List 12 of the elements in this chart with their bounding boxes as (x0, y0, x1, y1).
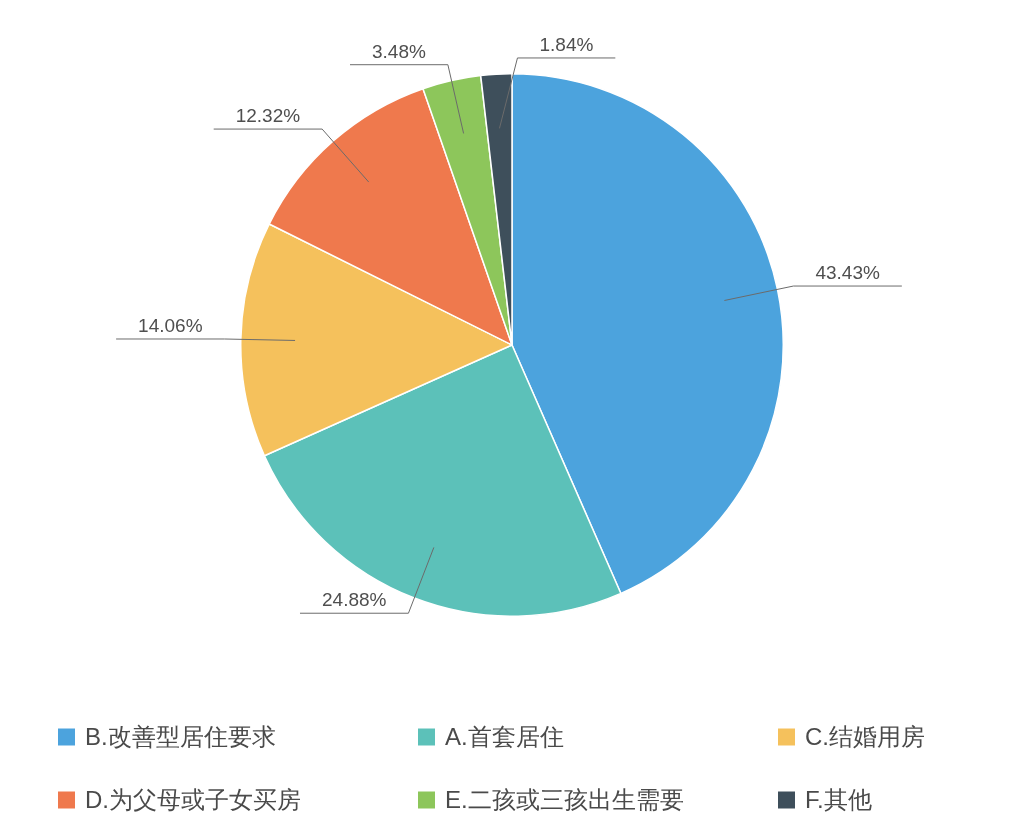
data-label: 12.32% (235, 105, 301, 127)
data-label: 3.48% (372, 40, 426, 62)
data-label: 14.06% (138, 314, 203, 336)
data-label: 24.88% (321, 589, 387, 611)
legend-label: A.首套居住 (445, 722, 564, 750)
data-label: 43.43% (815, 262, 880, 284)
legend-label: F.其他 (805, 785, 872, 813)
data-label: 1.84% (539, 33, 594, 55)
legend-label: E.二孩或三孩出生需要 (445, 785, 684, 813)
legend-label: C.结婚用房 (805, 722, 925, 750)
legend-label: D.为父母或子女买房 (85, 785, 301, 813)
legend-label: B.改善型居住要求 (85, 722, 276, 750)
